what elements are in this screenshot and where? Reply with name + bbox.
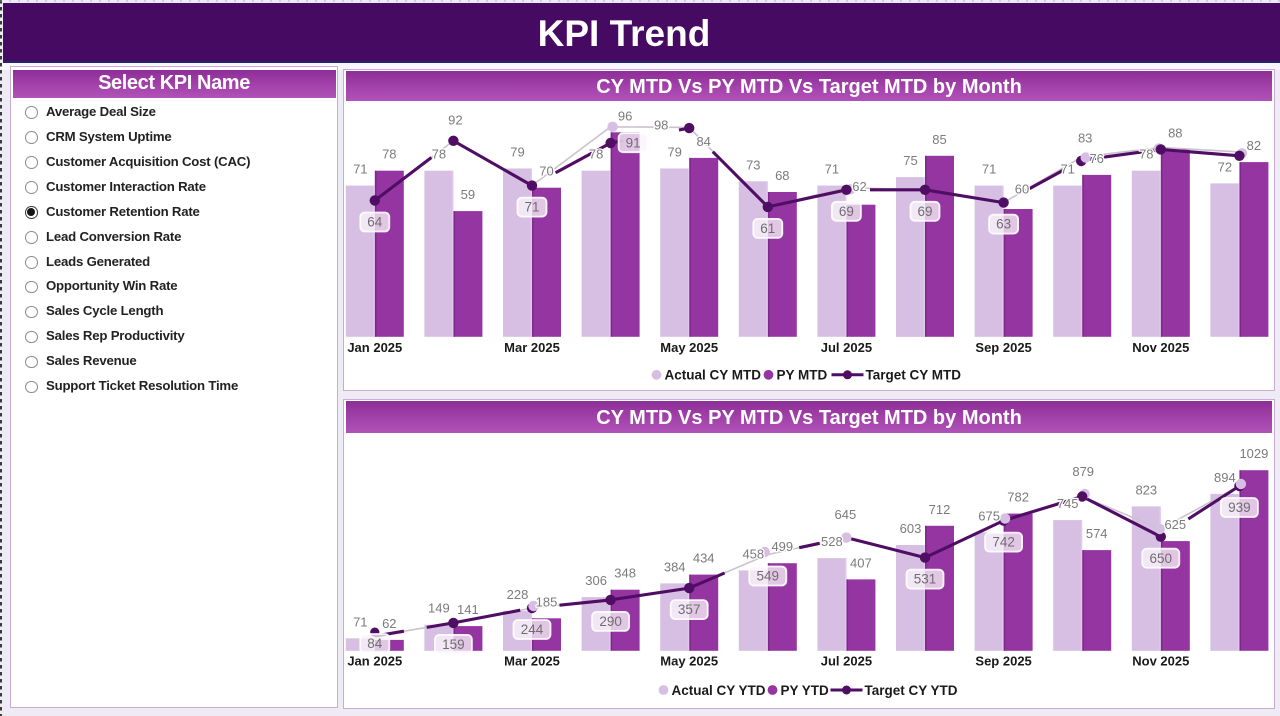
svg-text:82: 82 — [1247, 138, 1261, 153]
svg-text:384: 384 — [664, 559, 686, 574]
svg-text:70: 70 — [539, 164, 553, 179]
svg-text:59: 59 — [461, 187, 475, 202]
svg-text:PY MTD: PY MTD — [777, 368, 828, 383]
svg-text:88: 88 — [1168, 125, 1182, 140]
svg-text:69: 69 — [917, 204, 932, 219]
svg-text:159: 159 — [442, 637, 465, 652]
svg-text:68: 68 — [775, 168, 789, 183]
svg-text:72: 72 — [1218, 159, 1232, 174]
svg-text:76: 76 — [1089, 151, 1103, 166]
svg-text:Jul 2025: Jul 2025 — [821, 654, 872, 669]
svg-text:79: 79 — [667, 145, 681, 160]
svg-text:78: 78 — [1139, 147, 1153, 162]
svg-text:71: 71 — [1060, 162, 1074, 177]
svg-text:712: 712 — [929, 502, 951, 517]
svg-text:458: 458 — [742, 546, 764, 561]
svg-text:306: 306 — [585, 573, 607, 588]
svg-text:69: 69 — [839, 204, 854, 219]
svg-text:228: 228 — [507, 587, 529, 602]
svg-text:71: 71 — [825, 162, 839, 177]
svg-text:79: 79 — [510, 145, 524, 160]
svg-text:78: 78 — [432, 147, 446, 162]
svg-text:73: 73 — [746, 157, 760, 172]
svg-text:62: 62 — [852, 179, 866, 194]
svg-text:650: 650 — [1150, 551, 1173, 566]
svg-text:Jul 2025: Jul 2025 — [821, 340, 872, 355]
svg-text:98: 98 — [654, 117, 668, 132]
svg-text:603: 603 — [900, 521, 922, 536]
svg-text:62: 62 — [382, 616, 396, 631]
svg-text:83: 83 — [1078, 130, 1092, 145]
svg-text:1029: 1029 — [1239, 446, 1268, 461]
svg-text:528: 528 — [821, 534, 843, 549]
svg-text:71: 71 — [353, 162, 367, 177]
svg-text:May 2025: May 2025 — [660, 340, 718, 355]
svg-text:574: 574 — [1086, 526, 1108, 541]
svg-text:Mar 2025: Mar 2025 — [504, 654, 560, 669]
svg-text:675: 675 — [978, 508, 1000, 523]
svg-text:939: 939 — [1228, 500, 1251, 515]
svg-text:71: 71 — [982, 162, 996, 177]
svg-text:78: 78 — [382, 147, 396, 162]
svg-text:Sep 2025: Sep 2025 — [975, 340, 1031, 355]
svg-text:823: 823 — [1135, 482, 1157, 497]
svg-text:Actual CY MTD: Actual CY MTD — [665, 368, 762, 383]
svg-text:63: 63 — [996, 217, 1011, 232]
svg-text:Actual CY YTD: Actual CY YTD — [672, 683, 766, 698]
svg-text:549: 549 — [757, 569, 780, 584]
svg-text:64: 64 — [367, 215, 383, 230]
svg-text:91: 91 — [626, 135, 641, 150]
svg-text:879: 879 — [1072, 464, 1094, 479]
svg-text:Jan 2025: Jan 2025 — [347, 654, 402, 669]
svg-text:Nov 2025: Nov 2025 — [1132, 340, 1189, 355]
svg-text:742: 742 — [992, 535, 1015, 550]
svg-text:645: 645 — [835, 507, 857, 522]
svg-text:92: 92 — [448, 112, 462, 127]
svg-text:185: 185 — [536, 594, 558, 609]
svg-text:244: 244 — [521, 622, 544, 637]
svg-text:782: 782 — [1007, 490, 1029, 505]
svg-text:290: 290 — [599, 614, 622, 629]
svg-text:96: 96 — [618, 108, 632, 123]
svg-text:141: 141 — [457, 602, 479, 617]
svg-text:531: 531 — [914, 572, 937, 587]
svg-text:745: 745 — [1057, 496, 1079, 511]
svg-text:894: 894 — [1214, 470, 1236, 485]
svg-text:78: 78 — [589, 147, 603, 162]
svg-text:Sep 2025: Sep 2025 — [975, 654, 1031, 669]
svg-text:348: 348 — [614, 566, 636, 581]
svg-text:625: 625 — [1164, 517, 1186, 532]
svg-text:71: 71 — [353, 614, 367, 629]
svg-text:85: 85 — [932, 132, 946, 147]
svg-text:60: 60 — [1015, 181, 1029, 196]
svg-text:Jan 2025: Jan 2025 — [347, 340, 402, 355]
svg-text:84: 84 — [367, 636, 383, 651]
svg-text:434: 434 — [693, 551, 715, 566]
svg-text:61: 61 — [760, 221, 775, 236]
svg-text:407: 407 — [850, 555, 872, 570]
svg-text:Nov 2025: Nov 2025 — [1132, 654, 1189, 669]
svg-text:Target CY YTD: Target CY YTD — [865, 683, 958, 698]
svg-text:499: 499 — [771, 539, 793, 554]
svg-text:84: 84 — [696, 134, 710, 149]
svg-text:Mar 2025: Mar 2025 — [504, 340, 560, 355]
svg-text:71: 71 — [524, 200, 539, 215]
svg-text:PY YTD: PY YTD — [781, 683, 830, 698]
svg-text:149: 149 — [428, 601, 450, 616]
svg-text:75: 75 — [903, 153, 917, 168]
svg-text:May 2025: May 2025 — [660, 654, 718, 669]
svg-text:Target CY MTD: Target CY MTD — [866, 368, 962, 383]
svg-text:357: 357 — [678, 602, 701, 617]
